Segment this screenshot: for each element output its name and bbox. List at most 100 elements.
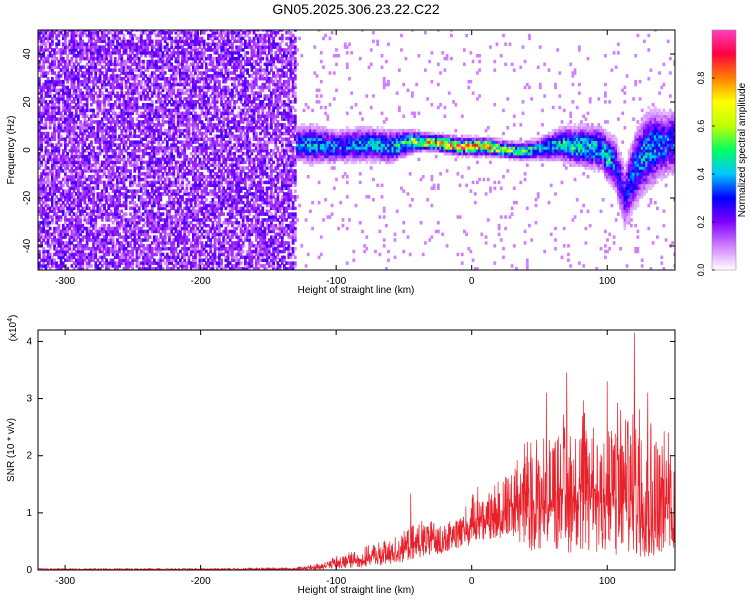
spectrogram-cell [122,48,126,52]
spectrogram-cell [98,241,102,245]
spectrogram-cell [55,126,59,130]
spectrogram-cell [53,157,56,162]
spectrogram-cell [105,160,108,165]
spectrogram-cell [61,91,65,95]
spectrogram-cell [139,85,143,90]
spectrogram-cell [46,30,50,32]
spectrogram-cell [111,51,115,55]
spectrogram-cell [113,128,117,133]
spectrogram-cell [122,235,126,239]
spectrogram-cell [98,195,102,199]
spectrogram-cell [74,65,78,69]
spectrogram-cell [90,186,93,190]
spectrogram-cell [157,200,161,205]
spectrogram-cell [152,149,156,153]
spectrogram-cell [109,117,113,121]
spectrogram-cell [87,261,91,265]
spectrogram-cell [174,137,178,141]
spectrogram-cell [70,68,74,72]
spectrogram-cell [124,203,128,208]
spectrogram-cell [170,65,174,69]
spectrogram-cell [122,137,126,141]
spectrogram-cell [142,137,145,141]
spectrogram-cell [122,163,126,167]
spectrogram-cell [42,88,46,93]
spectrogram-cell [90,39,93,44]
spectrogram-cell [98,198,102,202]
spectrogram-cell [152,151,156,156]
spectrogram-cell [207,264,210,268]
spectrogram-cell [133,232,137,237]
spectrogram-cell [74,218,78,222]
spectrogram-cell [120,82,124,87]
spectrogram-cell [176,169,180,173]
spectrogram-cell [64,198,67,202]
spectrogram-cell [152,82,156,87]
spectrogram-cell [161,74,165,78]
spectrogram-cell [133,88,137,93]
spectrogram-cell [44,31,48,35]
spectrogram-cell [189,77,193,81]
spectrogram-cell [48,123,52,127]
spectrogram-cell [124,59,128,64]
spectrogram-cell [107,117,111,121]
spectrogram-cell [159,143,163,147]
spectrogram-cell [59,111,63,116]
spectrogram-cell [72,149,76,153]
spectrogram-cell [192,192,195,196]
spectrogram-cell [68,177,72,182]
spectrogram-cell [87,166,91,170]
spectrogram-cell [77,223,80,228]
spectrogram-cell [170,166,174,170]
spectrogram-cell [77,244,80,248]
spectrogram-cell [68,30,72,32]
spectrogram-cell [187,172,191,176]
spectrogram-cell [176,94,180,98]
spectrogram-cell [72,39,76,44]
spectrogram-cell [209,261,213,265]
spectrogram-cell [105,175,108,179]
spectrogram-cell [68,189,72,193]
spectrogram-cell [94,238,98,242]
spectrogram-cell [98,137,102,141]
spectrogram-cell [179,82,182,87]
spectrogram-cell [144,151,148,156]
spectrogram-cell [72,117,76,121]
spectrogram-cell [111,68,115,72]
spectrogram-cell [40,74,43,78]
spectrogram-cell [168,62,171,67]
spectrogram-cell [189,183,193,188]
spectrogram-cell [131,42,134,46]
spectrogram-cell [163,114,167,118]
spectrogram-cell [185,200,189,205]
spectrogram-cell [198,59,202,64]
spectrogram-cell [155,163,158,167]
spectrogram-cell [61,65,65,69]
spectrogram-cell [96,39,100,44]
spectrogram-cell [113,189,117,193]
spectrogram-cell [57,105,61,110]
spectrogram-cell [83,131,87,136]
spectrogram-cell [92,79,95,84]
spectrogram-cell [51,134,54,139]
spectrogram-cell [79,31,82,35]
spectrogram-cell [213,56,217,61]
spectrogram-cell [103,134,106,139]
spectrogram-cell [118,160,121,165]
spectrogram-cell [116,186,119,190]
spectrogram-cell [146,169,150,173]
spectrogram-cell [120,117,124,121]
spectrogram-cell [51,206,54,211]
spectrogram-cell [79,221,82,225]
spectrogram-cell [196,30,200,32]
spectrogram-cell [98,54,102,58]
spectrogram-cell [72,77,76,81]
spectrogram-cell [163,128,167,133]
spectrogram-cell [176,48,180,52]
spectrogram-cell [202,97,206,101]
spectrogram-cell [100,131,104,136]
spectrogram-cell [135,255,139,260]
spectrogram-cell [85,94,89,98]
spectrogram-cell [172,48,176,52]
spectrogram-cell [111,232,115,237]
